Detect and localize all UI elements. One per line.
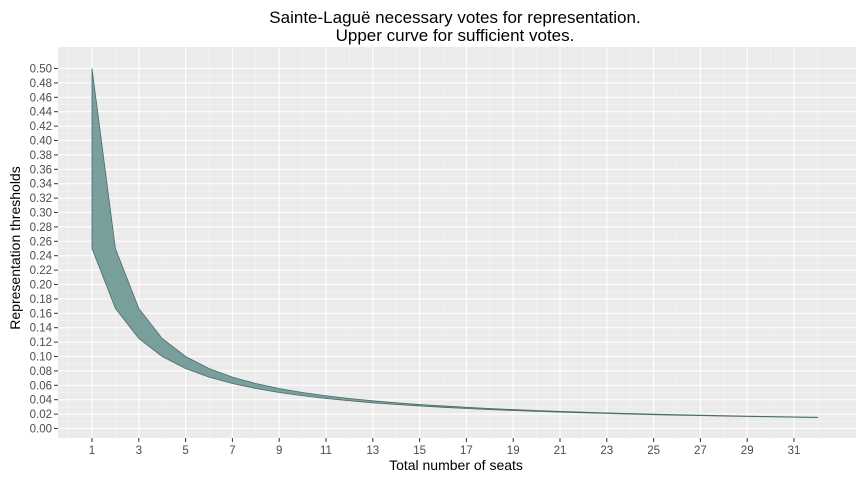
y-tick-label: 0.14 <box>30 323 53 335</box>
x-tick-label: 31 <box>788 445 801 457</box>
x-tick-label: 21 <box>554 445 567 457</box>
threshold-ribbon <box>91 68 818 418</box>
x-tick-label: 1 <box>89 445 95 457</box>
x-axis-title: Total number of seats <box>389 457 523 473</box>
x-tick-label: 13 <box>366 445 379 457</box>
y-axis-title: Representation thresholds <box>7 166 23 329</box>
y-tick-label: 0.06 <box>30 380 52 392</box>
y-tick-label: 0.38 <box>30 150 52 162</box>
y-tick-label: 0.40 <box>30 136 52 148</box>
y-tick-label: 0.30 <box>30 208 52 220</box>
y-tick-label: 0.36 <box>30 164 52 176</box>
x-tick-label: 3 <box>136 445 142 457</box>
y-tick-label: 0.50 <box>30 64 52 76</box>
y-tick-label: 0.00 <box>30 424 52 436</box>
y-tick-label: 0.34 <box>30 179 53 191</box>
x-tick-label: 7 <box>229 445 235 457</box>
y-tick-label: 0.04 <box>30 395 53 407</box>
x-tick-label: 5 <box>182 445 188 457</box>
y-tick-label: 0.42 <box>30 121 52 133</box>
y-tick-label: 0.20 <box>30 280 52 292</box>
x-tick-label: 17 <box>460 445 473 457</box>
plot-panel <box>58 47 856 438</box>
y-tick-label: 0.02 <box>30 409 52 421</box>
y-axis: 0.00 0.02 0.04 0.06 0.08 0.10 0.12 0.14 0.16 0.18… <box>30 64 58 436</box>
x-tick-label: 11 <box>320 445 332 457</box>
y-tick-label: 0.08 <box>30 366 52 378</box>
chart-title-line-2: Upper curve for sufficient votes. <box>336 26 575 45</box>
y-tick-label: 0.18 <box>30 294 52 306</box>
x-tick-label: 25 <box>647 445 660 457</box>
y-tick-label: 0.22 <box>30 265 52 277</box>
y-tick-label: 0.46 <box>30 92 52 104</box>
x-tick-label: 23 <box>600 445 613 457</box>
y-tick-label: 0.10 <box>30 352 52 364</box>
x-tick-label: 15 <box>413 445 426 457</box>
x-tick-label: 27 <box>694 445 707 457</box>
y-tick-label: 0.28 <box>30 222 52 234</box>
y-tick-label: 0.16 <box>30 308 52 320</box>
y-tick-label: 0.24 <box>30 251 53 263</box>
grid-minor <box>58 47 856 438</box>
x-tick-label: 19 <box>507 445 520 457</box>
chart-title-line-1: Sainte-Laguë necessary votes for represe… <box>269 8 640 27</box>
x-tick-label: 29 <box>741 445 754 457</box>
y-tick-label: 0.44 <box>30 107 53 119</box>
y-tick-label: 0.48 <box>30 78 52 90</box>
y-tick-label: 0.32 <box>30 193 52 205</box>
y-tick-label: 0.12 <box>30 337 52 349</box>
grid-major <box>58 47 856 438</box>
x-tick-label: 9 <box>276 445 282 457</box>
x-axis: 1 3 5 7 9 11 13 15 17 19 21 23 25 27 29 31 <box>89 438 801 457</box>
y-tick-label: 0.26 <box>30 236 52 248</box>
